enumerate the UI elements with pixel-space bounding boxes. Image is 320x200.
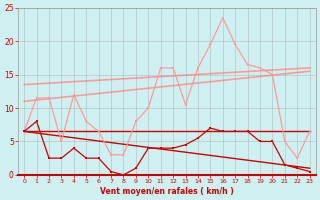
X-axis label: Vent moyen/en rafales ( km/h ): Vent moyen/en rafales ( km/h ) xyxy=(100,187,234,196)
